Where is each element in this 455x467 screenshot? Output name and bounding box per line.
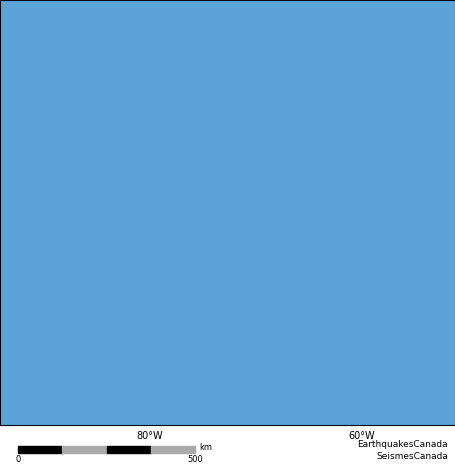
Bar — [62, 446, 106, 453]
Text: 80°W: 80°W — [137, 431, 163, 441]
Text: km: km — [199, 443, 212, 452]
Bar — [151, 446, 195, 453]
Bar — [18, 446, 62, 453]
Text: 500: 500 — [187, 455, 203, 464]
Text: 60°W: 60°W — [349, 431, 375, 441]
Text: SeismesCanada: SeismesCanada — [376, 452, 448, 461]
Text: EarthquakesCanada: EarthquakesCanada — [357, 440, 448, 449]
Text: 0: 0 — [15, 455, 20, 464]
Bar — [106, 446, 151, 453]
